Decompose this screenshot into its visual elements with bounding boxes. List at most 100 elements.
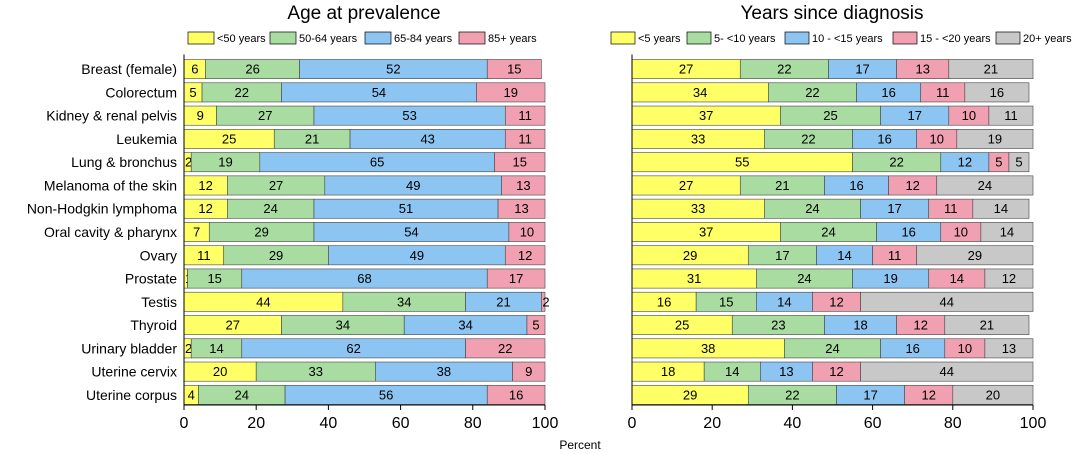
data-label-uterine-corpus-85-years: 16 <box>509 387 523 402</box>
data-label-non-hodgkin-lymphoma-85-years: 13 <box>514 201 528 216</box>
category-label-lung-bronchus: Lung & bronchus <box>71 154 177 170</box>
bar-ovary-85-years <box>504 245 546 266</box>
data-label-oral-cavity-pharynx-10-15-years: 16 <box>901 224 915 239</box>
legend-label-50-years: <50 years <box>217 33 266 45</box>
data-label-colorectum-20-years: 16 <box>990 85 1004 100</box>
data-label-kidney-renal-pelvis-5-years: 37 <box>699 108 713 123</box>
bar-thyroid-20-years <box>944 315 1030 335</box>
x-tick-label-80: 80 <box>464 415 482 432</box>
data-label-melanoma-of-the-skin-50-years: 12 <box>198 178 212 193</box>
data-label-colorectum-85-years: 19 <box>503 85 517 100</box>
legend-swatch-5-10-years <box>686 31 712 45</box>
data-label-uterine-cervix-50-years: 20 <box>213 364 227 379</box>
bar-breast-female-20-years <box>948 59 1034 80</box>
data-label-uterine-cervix-50-64-years: 33 <box>309 364 323 379</box>
data-label-non-hodgkin-lymphoma-50-years: 12 <box>198 201 212 216</box>
data-label-lung-bronchus-10-15-years: 12 <box>958 155 972 170</box>
data-label-urinary-bladder-10-15-years: 16 <box>905 341 919 356</box>
data-label-non-hodgkin-lymphoma-5-10-years: 24 <box>805 201 819 216</box>
data-label-oral-cavity-pharynx-5-years: 37 <box>699 224 713 239</box>
data-label-oral-cavity-pharynx-5-10-years: 24 <box>821 224 835 239</box>
data-label-testis-10-15-years: 14 <box>777 294 791 309</box>
legend-label-5-10-years: 5- <10 years <box>714 33 776 45</box>
data-label-urinary-bladder-85-years: 22 <box>498 341 512 356</box>
legend-swatch-65-84-years <box>364 31 392 45</box>
legend-label-65-84-years: 65-84 years <box>394 33 453 45</box>
data-label-prostate-65-84-years: 68 <box>357 271 371 286</box>
bar-uterine-corpus-20-years <box>952 384 1034 405</box>
data-label-colorectum-10-15-years: 16 <box>881 85 895 100</box>
x-tick-label-60: 60 <box>864 415 882 432</box>
data-label-kidney-renal-pelvis-5-10-years: 25 <box>823 108 837 123</box>
x-tick-label-40: 40 <box>784 415 802 432</box>
data-label-prostate-15-20-years: 14 <box>950 271 964 286</box>
x-tick-label-100: 100 <box>532 415 559 432</box>
category-label-uterine-cervix: Uterine cervix <box>91 364 177 380</box>
data-label-leukemia-5-years: 33 <box>691 131 705 146</box>
legend-swatch-85-years <box>458 31 486 45</box>
bar-colorectum-85-years <box>476 82 546 103</box>
bar-kidney-renal-pelvis-20-years <box>988 105 1034 126</box>
legend-label-85-years: 85+ years <box>488 33 537 45</box>
data-label-oral-cavity-pharynx-15-20-years: 10 <box>954 224 968 239</box>
data-label-melanoma-of-the-skin-50-64-years: 27 <box>269 178 283 193</box>
bar-testis-85-years <box>541 291 546 312</box>
data-label-urinary-bladder-50-years: 2 <box>185 341 192 356</box>
data-label-breast-female-50-64-years: 26 <box>245 62 259 77</box>
data-label-colorectum-65-84-years: 54 <box>372 85 386 100</box>
chart-title: Years since diagnosis <box>740 3 923 24</box>
category-label-colorectum: Colorectum <box>105 84 177 100</box>
bar-prostate-85-years <box>486 268 546 289</box>
panel-age-at-prevalence: Age at prevalence <50 years 50-64 years 65… <box>27 3 559 432</box>
data-label-lung-bronchus-50-years: 2 <box>185 155 192 170</box>
data-label-oral-cavity-pharynx-20-years: 14 <box>1000 224 1014 239</box>
bar-lung-bronchus-85-years <box>494 152 546 173</box>
x-tick-label-100: 100 <box>1020 415 1047 432</box>
bar-testis-20-years <box>860 291 1034 312</box>
data-label-uterine-cervix-15-20-years: 12 <box>829 364 843 379</box>
data-label-leukemia-15-20-years: 10 <box>930 131 944 146</box>
data-label-breast-female-20-years: 21 <box>984 62 998 77</box>
x-tick-label-0: 0 <box>628 415 637 432</box>
bar-leukemia-85-years <box>504 129 546 149</box>
data-label-thyroid-5-years: 25 <box>675 318 689 333</box>
data-label-colorectum-5-years: 34 <box>693 85 707 100</box>
data-label-thyroid-15-20-years: 12 <box>913 318 927 333</box>
data-label-lung-bronchus-50-64-years: 19 <box>218 155 232 170</box>
data-label-uterine-corpus-20-years: 20 <box>986 387 1000 402</box>
data-label-ovary-50-64-years: 29 <box>269 248 283 263</box>
category-label-leukemia: Leukemia <box>116 131 177 147</box>
data-label-uterine-cervix-5-years: 18 <box>661 364 675 379</box>
bar-oral-cavity-pharynx-20-years <box>980 222 1034 242</box>
data-label-testis-5-years: 16 <box>657 294 671 309</box>
data-label-uterine-cervix-10-15-years: 13 <box>779 364 793 379</box>
category-label-ovary: Ovary <box>140 247 177 263</box>
data-label-leukemia-85-years: 11 <box>518 131 532 146</box>
data-label-breast-female-10-15-years: 17 <box>855 62 869 77</box>
data-label-thyroid-65-84-years: 34 <box>458 318 472 333</box>
data-label-ovary-15-20-years: 11 <box>888 248 902 263</box>
data-label-breast-female-15-20-years: 13 <box>915 62 929 77</box>
data-label-lung-bronchus-5-10-years: 22 <box>889 155 903 170</box>
legend-label-5-years: <5 years <box>638 33 681 45</box>
data-label-leukemia-65-84-years: 43 <box>420 131 434 146</box>
data-label-ovary-65-84-years: 49 <box>410 248 424 263</box>
data-label-uterine-corpus-65-84-years: 56 <box>379 387 393 402</box>
legend-swatch-5-years <box>610 31 636 45</box>
data-label-melanoma-of-the-skin-15-20-years: 12 <box>905 178 919 193</box>
data-label-kidney-renal-pelvis-65-84-years: 53 <box>402 108 416 123</box>
data-label-kidney-renal-pelvis-15-20-years: 10 <box>962 108 976 123</box>
data-label-uterine-corpus-50-64-years: 24 <box>235 387 249 402</box>
category-label-melanoma-of-the-skin: Melanoma of the skin <box>44 177 177 193</box>
bar-breast-female-85-years <box>486 59 542 80</box>
legend-swatch-50-years <box>187 31 215 45</box>
data-label-uterine-cervix-20-years: 44 <box>940 364 954 379</box>
data-label-melanoma-of-the-skin-65-84-years: 49 <box>406 178 420 193</box>
data-label-uterine-corpus-5-10-years: 22 <box>785 387 799 402</box>
legend-swatch-15-20-years <box>892 31 918 45</box>
data-label-leukemia-50-years: 25 <box>222 131 236 146</box>
category-label-uterine-corpus: Uterine corpus <box>86 387 177 403</box>
category-label-testis: Testis <box>141 294 177 310</box>
data-label-uterine-cervix-65-84-years: 38 <box>437 364 451 379</box>
